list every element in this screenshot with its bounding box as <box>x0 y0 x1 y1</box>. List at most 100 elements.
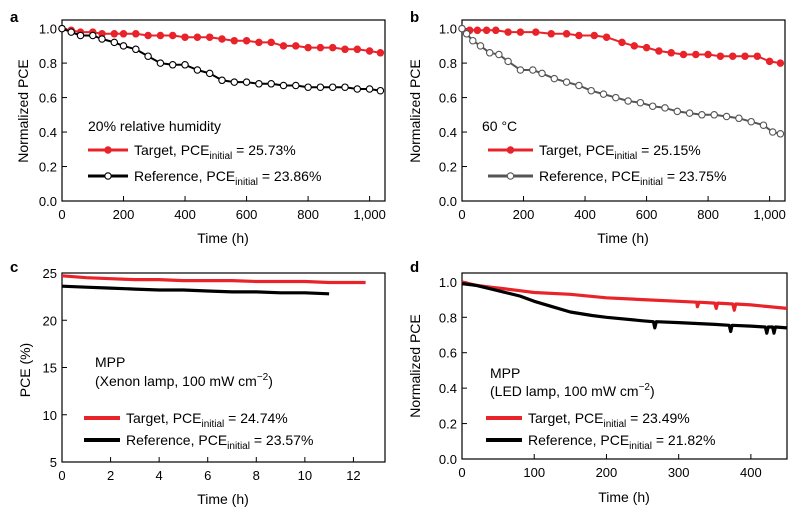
panel-a-reference-point <box>255 80 263 88</box>
panel-b-target-point <box>602 33 611 41</box>
panel-b: b 0.00.20.40.60.81.0 0 200 400 600 800 1,000 … <box>407 9 786 246</box>
panel-b-target-point <box>492 26 500 35</box>
panel-a-series <box>58 24 385 95</box>
panel-b-reference-point <box>759 121 768 129</box>
panel-b-reference-point <box>538 69 546 78</box>
panel-d-y-tick-label: 0.8 <box>439 310 457 325</box>
panel-d-y-tick-label: 0.6 <box>439 346 457 361</box>
panel-b-target-point <box>728 52 737 60</box>
panel-c-y-tick-label: 25 <box>43 266 57 281</box>
panel-a-reference-point <box>242 78 251 86</box>
panel-a-target-point <box>376 49 385 57</box>
panel-b-y-tick-label: 0.4 <box>439 125 457 140</box>
panel-d-y-tick-label: 1.0 <box>439 275 457 290</box>
panel-d: d 0.0 0.2 0.4 0.6 0.8 1.0 0 100 200 300 400 Norma… <box>407 259 788 505</box>
panel-c-annotation-line1: MPP <box>95 354 125 370</box>
panel-c-y-axis-label: PCE (%) <box>17 343 33 397</box>
panel-c-reference-line <box>61 284 330 296</box>
panel-a-target-point <box>144 31 152 40</box>
panel-b-x-tick-label: 1,000 <box>753 207 786 222</box>
panel-c-y-tick-label: 10 <box>43 408 57 423</box>
panel-b-x-tick-label: 200 <box>513 207 535 222</box>
panel-b-target-point <box>516 28 525 36</box>
panel-b-target-point <box>618 38 626 47</box>
panel-a-target-point <box>341 45 349 54</box>
panel-b-reference-point <box>673 107 682 116</box>
panel-b-y-tick-label: 1.0 <box>439 22 457 37</box>
panel-c-x-ticks: 0 2 4 6 8 10 12 <box>58 457 361 483</box>
panel-a-target-point <box>255 38 263 47</box>
panel-a-reference-point <box>353 85 362 93</box>
panel-a-letter: a <box>10 9 19 26</box>
panel-b-reference-point <box>476 42 485 50</box>
panel-d-y-tick-label: 0.0 <box>439 452 457 467</box>
panel-d-legend: Target, PCEinitial = 23.49%Reference, PC… <box>486 410 715 452</box>
panel-c-x-tick-label: 12 <box>346 468 360 483</box>
panel-c-series <box>61 274 366 296</box>
panel-b-x-axis-label: Time (h) <box>597 230 649 246</box>
panel-a-target-point <box>168 31 177 40</box>
panel-a-reference-point <box>89 31 97 40</box>
panel-a-y-tick-label: 0.2 <box>39 160 57 175</box>
panel-b-reference-point <box>504 57 512 66</box>
panel-a-annotation: 20% relative humidity <box>88 118 221 134</box>
panel-a-reference-line <box>61 27 381 92</box>
panel-a-x-tick-label: 400 <box>174 207 196 222</box>
panel-c-legend: Target, PCEinitial = 24.74%Reference, PC… <box>84 410 313 452</box>
panel-b-reference-point <box>458 24 466 33</box>
panel-b-reference-point <box>768 128 777 136</box>
panel-a-frame <box>61 19 386 202</box>
panel-c-y-tick-label: 20 <box>43 313 57 328</box>
panel-b-target-point <box>716 52 725 60</box>
panel-b-y-tick-label: 0.0 <box>439 194 457 209</box>
panel-a-reference-point <box>218 76 226 85</box>
panel-a-reference-point <box>67 28 75 36</box>
legend-label-reference: Reference, PCEinitial = 23.75% <box>539 168 726 188</box>
panel-b-reference-point <box>516 66 525 74</box>
panel-a-reference-point <box>193 66 202 74</box>
panel-b-y-ticks: 0.0 0.2 0.4 0.6 0.8 1.0 <box>439 22 467 209</box>
panel-b-x-ticks: 0 200 400 600 800 1,000 <box>458 196 786 222</box>
panel-a-x-tick-label: 0 <box>58 207 65 222</box>
panel-b-y-axis-label: Normalized PCE <box>407 59 423 162</box>
panel-a-y-ticks: 0.0 0.2 0.4 0.6 0.8 1.0 <box>39 22 67 209</box>
panel-a-target-point <box>365 47 374 55</box>
panel-a-y-tick-label: 0.8 <box>39 56 57 71</box>
panel-a-reference-point <box>168 61 177 69</box>
legend-marker-target <box>104 146 112 154</box>
panel-a-x-axis-label: Time (h) <box>197 230 249 246</box>
panel-d-annotation-line2: (LED lamp, 100 mW cm−2) <box>490 382 655 399</box>
panel-a-reference-point <box>316 83 325 91</box>
panel-b-reference-point <box>624 97 632 105</box>
panel-a-reference-point <box>230 78 239 86</box>
panel-a-reference-point <box>110 38 119 47</box>
panel-a-reference-point <box>132 45 140 54</box>
panel-c-y-ticks: 5 10 15 20 25 <box>43 266 67 470</box>
panel-a-reference-point <box>365 85 374 93</box>
panel-a-target-point <box>181 33 189 41</box>
panel-a-y-tick-label: 0.4 <box>39 125 57 140</box>
panel-b-reference-point <box>599 90 608 98</box>
panel-b-y-tick-label: 0.6 <box>439 91 457 106</box>
panel-b-target-point <box>655 47 663 55</box>
panel-a-reference-point <box>76 31 85 40</box>
panel-b-frame <box>461 19 786 202</box>
panel-b-target-point <box>642 43 651 52</box>
panel-d-series <box>461 280 788 335</box>
legend-marker-target <box>506 146 515 154</box>
panel-b-reference-point <box>636 98 645 107</box>
panel-a-target-point <box>328 43 337 52</box>
panel-a-target-point <box>132 30 140 38</box>
panel-b-target-point <box>692 50 700 59</box>
panel-c-letter: c <box>10 259 18 276</box>
panel-d-x-tick-label: 300 <box>668 465 690 480</box>
panel-a-reference-point <box>58 24 66 33</box>
panel-b-reference-point <box>562 78 571 86</box>
panel-a-x-ticks: 0 200 400 600 800 1,000 <box>58 196 386 222</box>
panel-b-reference-point <box>747 117 755 126</box>
panel-d-y-tick-label: 0.4 <box>439 381 457 396</box>
panel-d-letter: d <box>410 259 419 276</box>
panel-b-x-tick-label: 800 <box>697 207 719 222</box>
panel-c: c 5 10 15 20 25 0 2 4 6 8 10 12 PCE (%) Time (h) M… <box>10 259 386 507</box>
panel-b-reference-point <box>648 102 657 110</box>
